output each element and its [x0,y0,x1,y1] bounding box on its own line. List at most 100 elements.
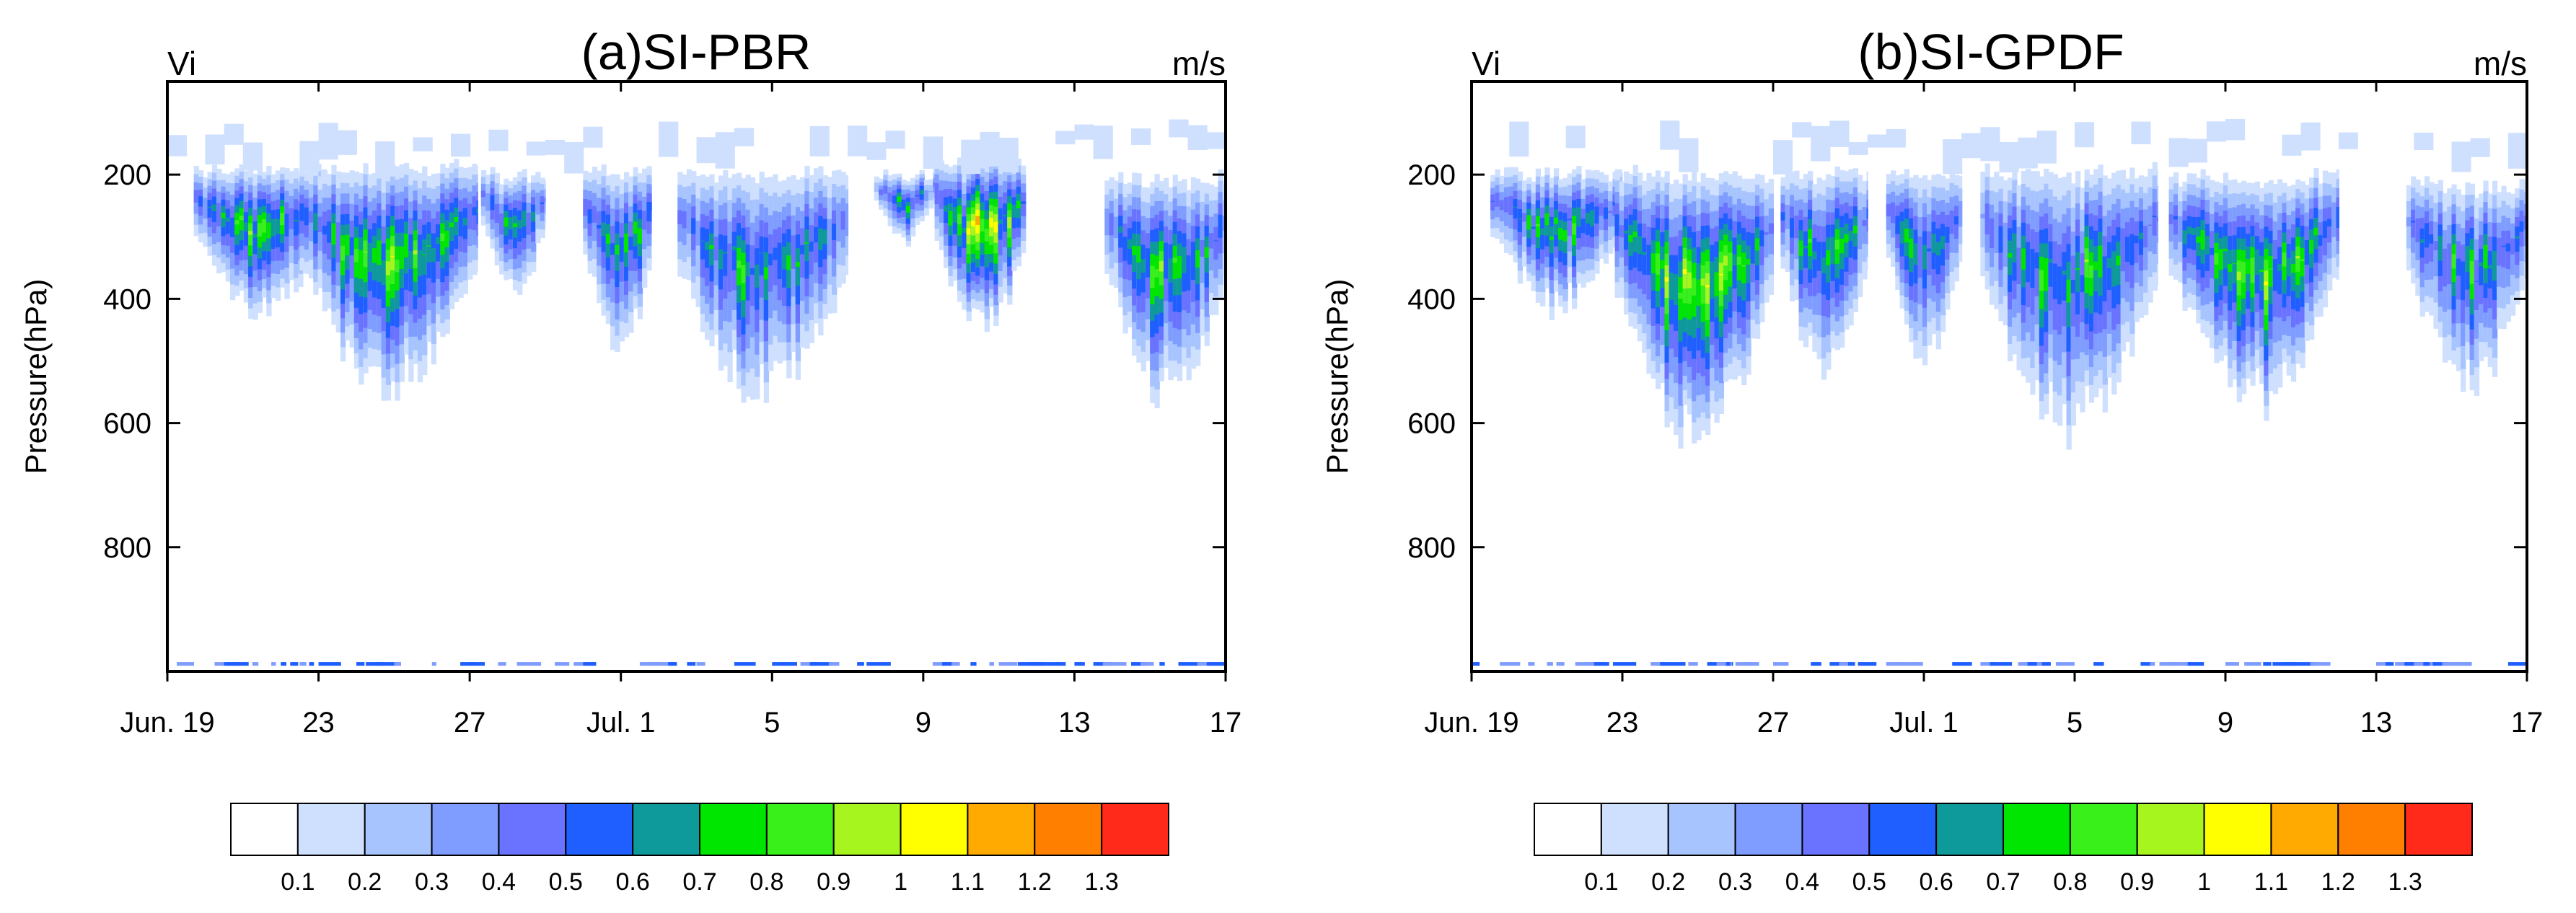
contour-cell [2268,268,2274,270]
contour-cell [281,662,286,666]
contour-cell [353,249,360,263]
contour-region [1886,169,1963,366]
contour-region [677,165,849,403]
contour-cell [1952,662,1972,666]
contour-cell [1664,277,1670,282]
contour-cell [545,139,566,155]
contour-cell [1682,269,1688,275]
contour-cell [317,216,323,233]
y-axis: 200 400 600 800 [1407,159,2527,564]
contour-region [1614,164,1774,449]
contour-cell [1862,220,1868,226]
contour-cell [403,234,410,257]
contour-cell [233,662,240,666]
contour-cell [1990,662,2013,666]
contour-cell [1186,255,1192,291]
contour-cell [642,211,648,230]
contour-cell [1844,234,1850,243]
contour-cell [1773,662,1789,666]
contour-cell [1472,662,1480,666]
contour-cell [512,223,519,227]
colorbar-swatch [1935,803,2004,856]
contour-region [480,167,546,295]
y-axis-label: Pressure(hPa) [19,279,53,475]
contour-cell [485,193,491,211]
contour-cell [476,208,478,213]
contour-cell [177,662,194,666]
contour-region [2168,168,2339,421]
contour-cell [480,190,487,198]
contour-cell [2018,137,2038,169]
contour-cell [2223,236,2229,269]
colorbar-swatch [632,803,701,856]
contour-cell [928,185,934,200]
contour-cell [2505,243,2512,252]
contour-cell [700,240,706,242]
contour-cell [597,224,602,229]
colorbar-label: 0.7 [1986,868,2020,896]
contour-cell [322,225,328,235]
contour-cell [1074,662,1085,666]
contour-cell [1140,662,1154,666]
contour-cell [1718,263,1725,291]
contour-cell [2204,236,2211,255]
contour-cell [203,198,208,219]
contour-cell [1816,242,1822,271]
contour-cell [2474,281,2480,282]
contour-cell [499,213,505,235]
contour-cell [2461,261,2466,301]
contour-cell [781,247,788,270]
contour-cell [2030,249,2036,288]
contour-cell [167,135,188,156]
contour-cell [1513,207,1518,208]
contour-cell [1535,216,1542,238]
contour-cell [1517,208,1524,232]
contour-cell [2300,247,2305,277]
contour-cell [605,234,612,244]
contour-cell [2264,281,2269,286]
colorbar-swatch [832,803,902,856]
contour-cell [1922,244,1928,270]
contour-cell [280,213,286,226]
contour-cell [1914,662,1923,666]
contour-cell [2429,234,2435,244]
contour-cell [2474,260,2480,310]
colorbar-swatch [565,803,634,856]
contour-cell [1646,244,1652,275]
contour-cell [1961,133,1982,159]
contour-cell [498,662,506,666]
contour-cell [1655,253,1661,275]
contour-cell [691,218,697,234]
plot-frame [166,80,1227,673]
x-tick-label: 5 [764,707,780,738]
contour-cell [1624,219,1630,250]
colorbar-swatch [900,803,969,856]
contour-cell [2419,228,2425,258]
contour-cell [2196,237,2202,243]
contour-cell [1608,211,1614,213]
colorbar-label: 1.2 [2321,868,2355,896]
contour-cell [1980,662,1996,666]
contour-region [193,164,328,320]
contour-cell [827,219,833,256]
x-tick-label: 13 [1058,707,1091,738]
contour-cell [1513,199,1518,219]
contour-cell [1522,213,1528,222]
contour-cell [1839,239,1845,254]
x-axis: Jun. 19 23 27 Jul. 1 5 9 13 17 [120,81,1241,738]
colorbar-label: 0.1 [1584,868,1618,896]
contour-cell [928,191,934,193]
contour-cell [932,662,946,666]
contour-cell [2313,227,2319,236]
contour-cell [413,250,418,255]
x-tick-label: 23 [1606,707,1639,738]
x-tick-label: 5 [2067,707,2083,738]
contour-cell [910,198,916,210]
contour-region [1104,169,1226,409]
colorbar-label: 0.5 [1852,868,1886,896]
contour-cell [818,228,824,250]
contour-cell [633,221,638,234]
contour-cell [583,126,603,148]
contour-cell [677,210,683,224]
contour-cell [2026,242,2031,283]
